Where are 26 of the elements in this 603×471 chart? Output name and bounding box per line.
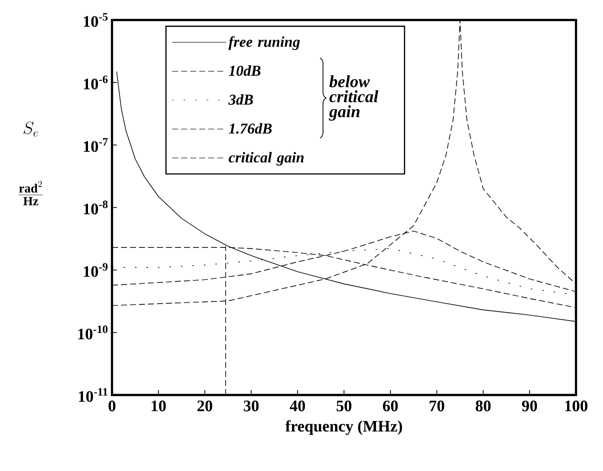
y-tick-label: 10$^{-8}$	[84, 200, 108, 214]
x-tick-label: 90	[522, 400, 537, 412]
x-tick-label: 50	[336, 400, 352, 412]
legend-label: 10dB	[228, 65, 260, 76]
x-axis-title: frequency (MHz)	[285, 420, 402, 435]
legend-label: 3dB	[228, 94, 253, 105]
y-tick-label: 10$^{-6}$	[84, 76, 108, 90]
y-tick-label: 10$^{-9}$	[84, 263, 108, 277]
y-tick-label: 10$^{-5}$	[84, 13, 108, 27]
y-tick-label: 10$^{-10}$	[78, 326, 108, 340]
y-tick-label: 10$^{-11}$	[78, 388, 108, 402]
legend-label: free runing	[228, 36, 300, 50]
x-tick-label: 80	[476, 400, 491, 412]
legend-label: 1.76dB	[228, 123, 272, 134]
x-tick-label: 60	[382, 400, 398, 412]
x-tick-label: 20	[197, 400, 212, 412]
x-tick-label: 30	[244, 400, 259, 412]
x-tick-label: 40	[290, 400, 305, 412]
annotation: below critical gain	[328, 75, 378, 121]
legend-label: critical gain	[228, 152, 304, 166]
x-tick-label: 70	[430, 400, 444, 412]
x-tick-label: 100	[565, 400, 588, 412]
y-tick-label: 10$^{-7}$	[84, 138, 108, 152]
x-tick-label: 10	[152, 400, 166, 412]
y-axis-title: $\begin{array}{c}S_{e}\\[5ex]\frac{\mathbf{rad}^{2}}{\mathbf{Hz}}\end{array}$	[18, 122, 43, 206]
x-tick-label: 0	[108, 400, 116, 412]
